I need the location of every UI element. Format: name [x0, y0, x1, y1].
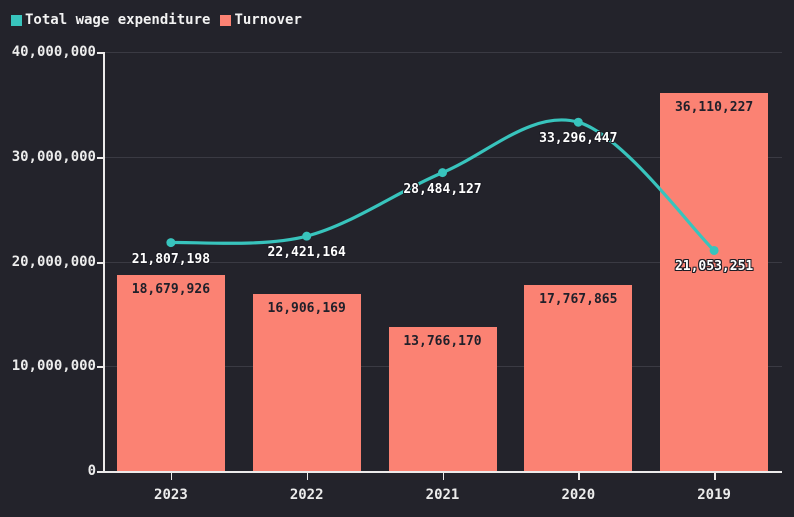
- x-axis-tick-2023: [170, 473, 173, 480]
- line-value-label-2021: 28,484,127: [403, 181, 482, 197]
- x-axis-tick-2020: [578, 473, 580, 480]
- line-value-label-2020: 33,296,447: [539, 131, 618, 147]
- y-axis-line: [103, 52, 105, 472]
- line-value-label-2019: 21,053,251: [674, 259, 754, 275]
- bar-value-label-2021: 13,766,170: [403, 333, 482, 349]
- x-axis-tick-2019: [714, 473, 716, 480]
- line-point-2020[interactable]: [573, 117, 583, 127]
- legend-swatch-line-series: [11, 14, 22, 26]
- bar-2023[interactable]: 18,679,926: [116, 275, 225, 471]
- bar-value-label-2023: 18,679,926: [131, 282, 211, 298]
- line-value-label-2023: 21,807,198: [131, 251, 211, 267]
- y-axis-tick: [97, 366, 103, 368]
- bar-2021[interactable]: 13,766,170: [388, 326, 497, 471]
- line-point-2021[interactable]: [438, 168, 447, 178]
- legend-label-turnover: Turnover: [234, 12, 302, 28]
- legend-swatch-bar-series: [220, 14, 232, 26]
- x-axis-line: [103, 471, 782, 473]
- gridline-20000000: [103, 262, 782, 263]
- bar-2020[interactable]: 17,767,865: [524, 284, 633, 471]
- legend-label-total-wage-expenditure: Total wage expenditure: [25, 12, 211, 28]
- y-axis-tick: [97, 52, 103, 54]
- y-axis-label-1: 10,000,000: [11, 358, 96, 374]
- y-axis-label-0: 0: [87, 463, 96, 479]
- y-axis-label-3: 30,000,000: [11, 149, 96, 165]
- x-axis-label-2019: 2019: [697, 487, 731, 503]
- y-axis-tick: [97, 157, 103, 159]
- x-axis-label-2023: 2023: [154, 487, 188, 503]
- y-axis-label-2: 20,000,000: [11, 254, 96, 270]
- x-axis-label-2020: 2020: [561, 487, 596, 503]
- gridline-40000000: [103, 52, 782, 53]
- bar-value-label-2022: 16,906,169: [267, 300, 346, 316]
- x-axis-tick-2021: [442, 473, 444, 480]
- x-axis-tick-2022: [306, 473, 309, 480]
- legend-item-total-wage-expenditure[interactable]: Total wage expenditure: [11, 12, 210, 28]
- chart-legend: Total wage expenditure Turnover: [11, 12, 302, 28]
- bar-value-label-2020: 17,767,865: [539, 291, 618, 307]
- line-value-label-2022: 22,421,164: [267, 245, 346, 261]
- y-axis-label-4: 40,000,000: [11, 44, 96, 60]
- y-axis-tick: [97, 262, 103, 264]
- bar-2019[interactable]: 36,110,227: [660, 92, 769, 471]
- line-point-2019[interactable]: [709, 245, 719, 255]
- y-axis-tick: [97, 471, 103, 473]
- bar-2022[interactable]: 16,906,169: [252, 293, 361, 471]
- legend-item-turnover[interactable]: Turnover: [220, 12, 302, 28]
- line-point-2023[interactable]: [166, 238, 176, 248]
- gridline-30000000: [103, 157, 782, 158]
- x-axis-label-2021: 2021: [425, 487, 460, 503]
- x-axis-label-2022: 2022: [289, 487, 324, 503]
- bar-value-label-2019: 36,110,227: [674, 99, 754, 115]
- line-point-2022[interactable]: [302, 231, 312, 241]
